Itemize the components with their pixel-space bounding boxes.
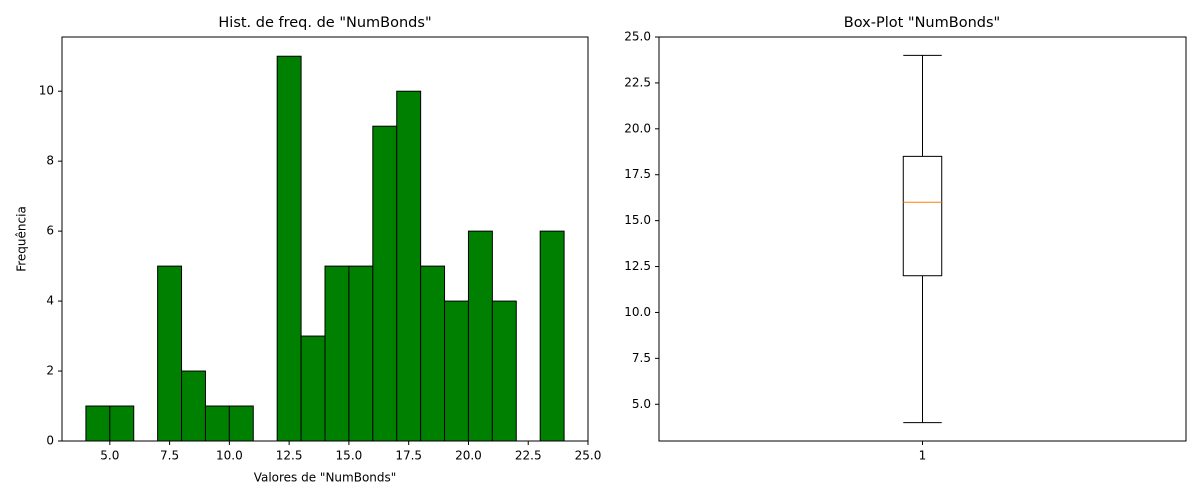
chart-title: Hist. de freq. de "NumBonds" — [218, 15, 431, 31]
bar — [420, 265, 446, 442]
y-tick-label: 12.5 — [624, 259, 651, 273]
bar — [539, 230, 565, 442]
plot-frame — [61, 36, 589, 442]
y-tick-label: 17.5 — [624, 167, 651, 181]
y-tick-label: 22.5 — [624, 75, 651, 89]
plot-frame — [658, 36, 1187, 442]
y-tick-label: 20.0 — [624, 121, 651, 135]
bar — [228, 405, 254, 442]
y-axis-label: Frequência — [15, 206, 29, 272]
x-tick-label: 5.0 — [100, 449, 119, 463]
y-tick-label: 25.0 — [624, 30, 651, 44]
x-tick-label: 20.0 — [455, 449, 482, 463]
box — [902, 155, 943, 277]
bar — [300, 335, 326, 442]
x-tick-label: 25.0 — [575, 449, 602, 463]
bar — [491, 300, 517, 442]
y-tick-label: 15.0 — [624, 213, 651, 227]
y-tick-label: 0 — [46, 434, 54, 448]
bar — [157, 265, 183, 442]
bar — [467, 230, 493, 442]
x-tick-label: 15.0 — [336, 449, 363, 463]
bar — [181, 370, 206, 442]
x-tick-label: 7.5 — [160, 449, 179, 463]
y-tick-label: 6 — [46, 224, 54, 238]
x-tick-label: 1 — [919, 449, 927, 463]
bar — [348, 265, 374, 442]
x-tick-label: 12.5 — [276, 449, 303, 463]
x-axis-label: Valores de "NumBonds" — [254, 471, 397, 485]
bar — [324, 265, 350, 442]
y-tick-label: 2 — [46, 364, 54, 378]
bar — [276, 55, 302, 442]
y-tick-label: 4 — [46, 294, 54, 308]
x-tick-label: 22.5 — [515, 449, 542, 463]
x-tick-label: 10.0 — [216, 449, 243, 463]
bar — [396, 90, 422, 442]
y-tick-label: 8 — [46, 154, 54, 168]
y-tick-label: 7.5 — [632, 351, 651, 365]
bar — [444, 300, 469, 442]
bar — [372, 125, 398, 442]
bar — [85, 405, 111, 442]
y-tick-label: 5.0 — [632, 397, 651, 411]
bar — [204, 405, 230, 442]
y-tick-label: 10 — [39, 84, 54, 98]
x-tick-label: 17.5 — [395, 449, 422, 463]
chart-title: Box-Plot "NumBonds" — [844, 15, 1000, 31]
bar — [109, 405, 135, 442]
y-tick-label: 10.0 — [624, 305, 651, 319]
